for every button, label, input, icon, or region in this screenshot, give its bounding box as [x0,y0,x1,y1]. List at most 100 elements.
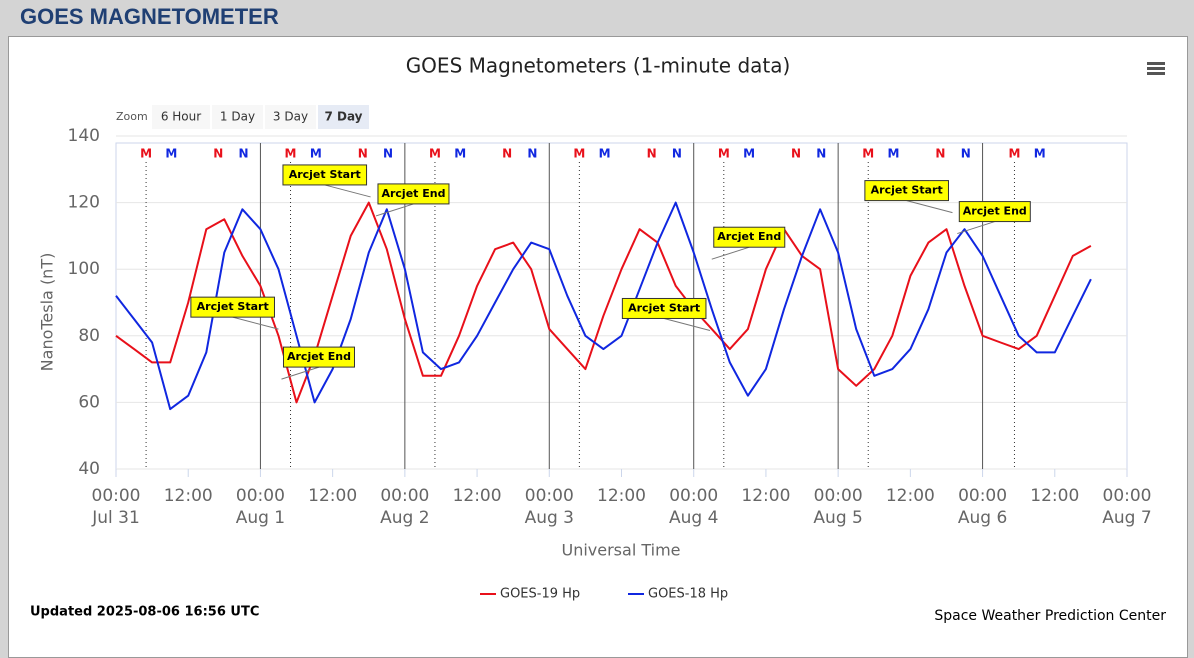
legend-item[interactable]: GOES-18 Hp [628,587,728,602]
legend-label: GOES-19 Hp [500,587,580,602]
annotation-box [282,346,355,368]
x-day-label: Aug 2 [380,508,429,528]
x-day-label: Aug 3 [525,508,574,528]
page-title: GOES MAGNETOMETER [20,4,279,29]
chart-title: GOES Magnetometers (1-minute data) [406,54,791,78]
annotation-box [621,297,707,319]
zoom-button-label: 1 Day [220,110,255,124]
orbit-marker: N [213,147,223,161]
x-tick-label: 00:00 [814,486,863,506]
x-tick-label: 12:00 [741,486,790,506]
zoom-button-bg [212,105,263,129]
orbit-marker: M [718,147,730,161]
orbit-marker: N [672,147,682,161]
annotation-connector [957,221,995,235]
zoom-button-label: 6 Hour [161,110,201,124]
data-line [115,201,1092,404]
orbit-marker: M [599,147,611,161]
annotation-label: Arcjet End [717,230,781,243]
orbit-marker: N [239,147,249,161]
annotation-label: Arcjet Start [197,300,269,313]
zoom-button[interactable]: 6 Hour [152,105,210,129]
annotation-connector [375,203,414,217]
zoom-button-bg [318,105,369,129]
orbit-marker: N [358,147,368,161]
orbit-marker: M [310,147,322,161]
orbit-marker: M [573,147,585,161]
orbit-marker: N [527,147,537,161]
zoom-button-bg [265,105,316,129]
credit: Space Weather Prediction Center [934,608,1166,624]
x-tick-label: 12:00 [597,486,646,506]
orbit-marker: N [816,147,826,161]
orbit-marker: M [165,147,177,161]
orbit-marker: N [935,147,945,161]
x-day-label: Jul 31 [91,508,140,528]
y-tick-label: 100 [68,259,100,279]
x-tick-label: 00:00 [958,486,1007,506]
annotation-box [282,164,368,186]
zoom-button-label: 3 Day [273,110,308,124]
x-axis-label: Universal Time [561,541,680,560]
orbit-marker: M [888,147,900,161]
orbit-marker: M [429,147,441,161]
orbit-marker: M [285,147,297,161]
annotation-label: Arcjet Start [289,168,361,181]
legend-label: GOES-18 Hp [648,587,728,602]
menu-button[interactable] [1147,62,1165,75]
annotation-label: Arcjet End [287,350,351,363]
x-tick-label: 12:00 [164,486,213,506]
annotation-box [958,201,1031,223]
zoom-button-label: 7 Day [324,110,362,124]
orbit-marker: M [743,147,755,161]
updated-time: Updated 2025-08-06 16:56 UTC [30,605,259,620]
y-tick-label: 40 [78,459,100,479]
menu-bar [1147,72,1165,75]
orbit-marker: N [647,147,657,161]
zoom-button[interactable]: 3 Day [265,105,316,129]
x-tick-label: 12:00 [1030,486,1079,506]
x-day-label: Aug 1 [236,508,285,528]
annotation-label: Arcjet End [381,187,445,200]
x-tick-label: 12:00 [308,486,357,506]
annotation-label: Arcjet Start [871,184,943,197]
x-day-label: Aug 6 [958,508,1007,528]
x-tick-label: 00:00 [92,486,141,506]
y-tick-label: 140 [68,126,100,146]
annotation-box [190,296,275,318]
y-axis-label: NanoTesla (nT) [38,253,57,372]
orbit-marker: M [862,147,874,161]
y-tick-label: 60 [78,392,100,412]
menu-bar [1147,62,1165,65]
x-tick-label: 00:00 [669,486,718,506]
orbit-marker: M [454,147,466,161]
annotation-box [377,183,450,205]
x-day-label: Aug 7 [1102,508,1151,528]
x-tick-label: 00:00 [236,486,285,506]
orbit-marker: N [961,147,971,161]
annotation-label: Arcjet Start [628,301,700,314]
annotation-connector [906,200,953,214]
zoom-button[interactable]: 7 Day [318,105,369,129]
orbit-marker: M [1008,147,1020,161]
annotation-label: Arcjet End [963,205,1027,218]
orbit-marker: N [383,147,393,161]
zoom-button-bg [152,105,210,129]
annotation-box [864,180,949,202]
zoom-label: Zoom [116,110,148,123]
legend-item[interactable]: GOES-19 Hp [480,587,580,602]
x-tick-label: 00:00 [1103,486,1152,506]
y-tick-label: 80 [78,326,100,346]
annotation-connector [664,317,711,331]
chart-panel [8,36,1188,658]
x-tick-label: 12:00 [453,486,502,506]
annotation-connector [711,246,750,260]
orbit-marker: N [502,147,512,161]
annotation-box [713,226,786,248]
annotation-connector [281,366,320,380]
annotation-connector [324,184,371,198]
data-line [115,201,1092,411]
zoom-button[interactable]: 1 Day [212,105,263,129]
orbit-marker: N [791,147,801,161]
